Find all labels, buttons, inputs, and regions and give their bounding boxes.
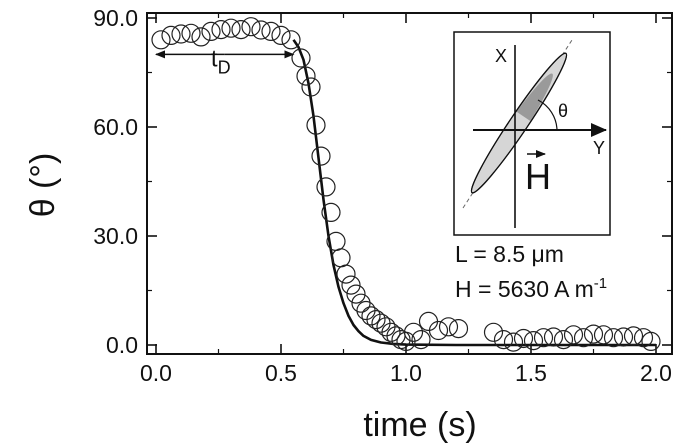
- data-point: [448, 319, 469, 339]
- y-tick-label: 90.0: [93, 5, 138, 31]
- data-point: [523, 331, 544, 351]
- data-point: [331, 248, 351, 268]
- x-tick-label: 1.0: [390, 360, 422, 386]
- data-point: [371, 313, 391, 333]
- data-point: [553, 330, 574, 350]
- data-point: [301, 77, 321, 97]
- x-tick-label: 0.0: [140, 360, 172, 386]
- data-point: [221, 18, 241, 38]
- x-axis-ticks: 0.0 0.5 1.0 1.5 2.0: [140, 13, 672, 386]
- measured-series: [151, 17, 661, 352]
- data-point: [533, 328, 554, 348]
- data-point: [573, 328, 594, 348]
- data-point: [311, 146, 331, 166]
- data-point: [376, 317, 396, 337]
- length-annotation: L = 8.5 μm: [455, 241, 564, 267]
- data-point: [321, 202, 341, 222]
- data-point: [161, 25, 181, 46]
- data-point: [613, 327, 634, 347]
- delay-label: tD: [211, 45, 231, 77]
- data-point: [306, 115, 326, 135]
- data-point: [428, 320, 449, 341]
- x-tick-label: 2.0: [640, 360, 672, 386]
- inset-diagram: X θ Y H: [453, 31, 611, 236]
- data-point: [563, 325, 584, 345]
- data-point: [316, 177, 336, 197]
- inset-theta-label: θ: [558, 101, 568, 121]
- data-point: [603, 328, 624, 348]
- data-point: [241, 17, 261, 37]
- data-point: [251, 20, 271, 40]
- inset-angle-arc: [537, 99, 558, 131]
- data-point: [191, 27, 211, 47]
- data-point: [438, 317, 459, 337]
- inset-frame: [453, 31, 611, 236]
- data-point: [201, 21, 221, 41]
- field-annotation: H = 5630 A m-1: [455, 275, 607, 302]
- data-point: [261, 21, 281, 41]
- data-point: [171, 24, 191, 44]
- data-point: [366, 310, 386, 330]
- data-point: [211, 20, 231, 40]
- x-axis-title: time (s): [363, 406, 476, 444]
- y-tick-label: 30.0: [93, 223, 138, 249]
- data-point: [583, 324, 604, 344]
- data-point: [386, 326, 406, 346]
- data-point: [493, 330, 514, 350]
- y-tick-label: 0.0: [106, 332, 138, 358]
- y-tick-label: 60.0: [93, 114, 138, 140]
- inset-x-label: X: [495, 46, 507, 66]
- x-tick-label: 0.5: [265, 360, 297, 386]
- data-point: [411, 330, 431, 350]
- inset-vector-label: H: [525, 156, 551, 197]
- inset-particle: [470, 52, 568, 194]
- data-point: [593, 325, 614, 345]
- data-point: [151, 30, 171, 50]
- inset-y-label: Y: [593, 138, 605, 158]
- data-point: [623, 326, 644, 346]
- data-point: [341, 275, 361, 295]
- plot-frame: [146, 12, 673, 355]
- y-axis-title: θ (°): [24, 153, 62, 218]
- data-point: [641, 331, 661, 351]
- data-point: [361, 306, 381, 326]
- data-point: [513, 328, 534, 349]
- data-point: [543, 327, 564, 347]
- data-point: [271, 25, 291, 46]
- data-point: [336, 264, 356, 284]
- data-point: [351, 293, 371, 313]
- data-point: [281, 30, 301, 50]
- data-point: [381, 322, 401, 342]
- y-axis-ticks: 0.0 30.0 60.0 90.0: [93, 5, 672, 358]
- data-point: [346, 284, 366, 304]
- data-point: [403, 322, 424, 342]
- delay-annotation: tD: [155, 45, 295, 77]
- data-point: [231, 20, 251, 40]
- data-point: [181, 23, 201, 43]
- data-point: [483, 322, 504, 342]
- x-tick-label: 1.5: [515, 360, 547, 386]
- data-point: [296, 66, 316, 86]
- data-point: [503, 332, 524, 352]
- data-point: [418, 311, 439, 331]
